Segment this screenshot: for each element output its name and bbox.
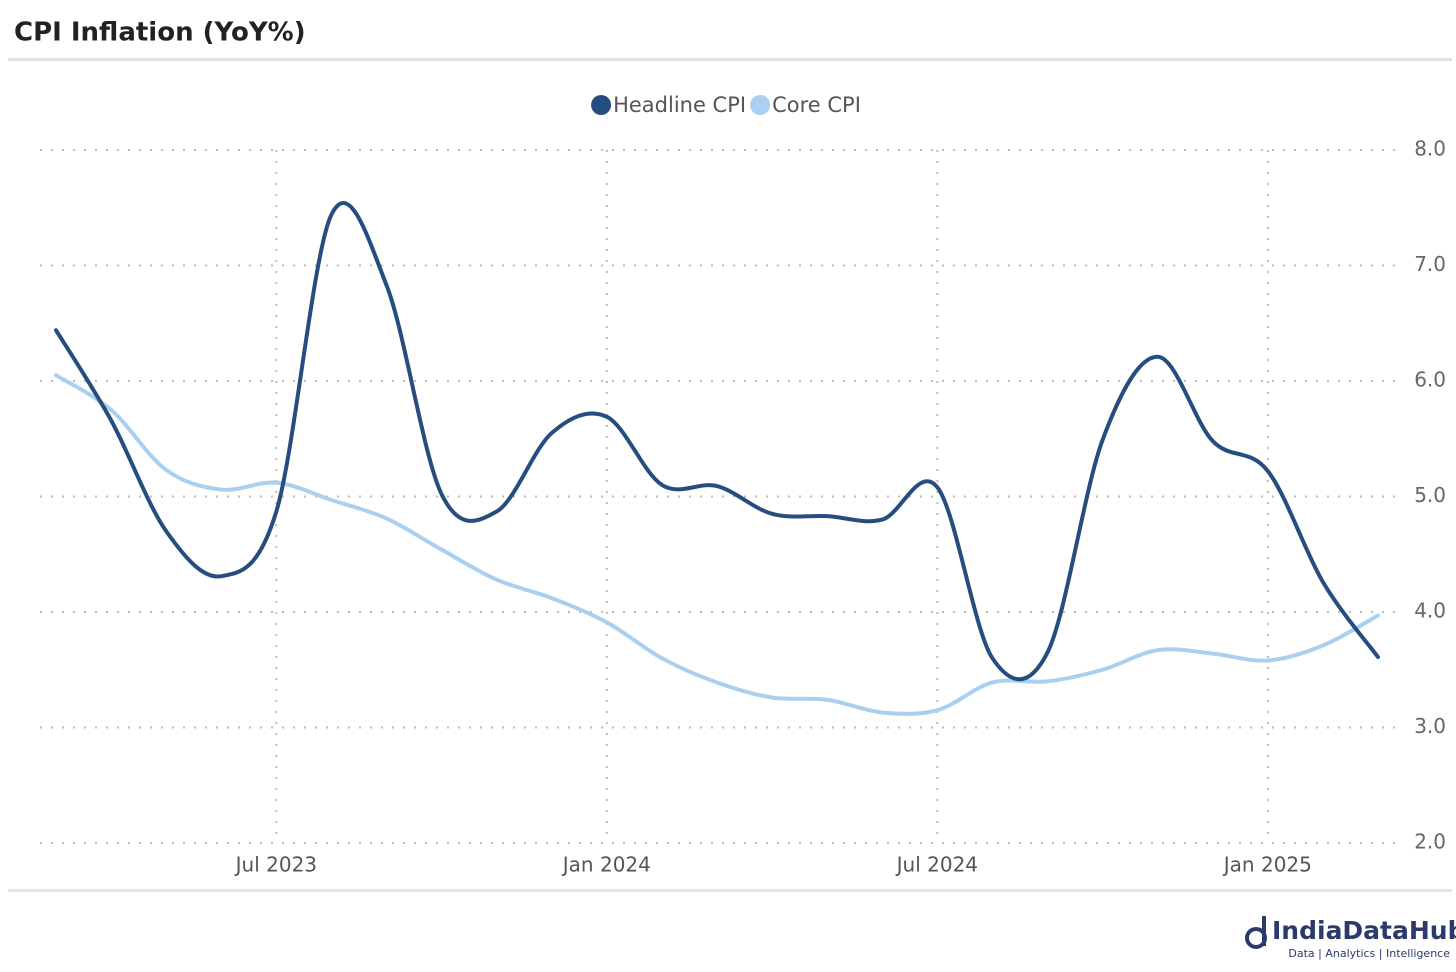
y-tick-label: 3.0: [1414, 714, 1446, 738]
legend-label: Core CPI: [772, 93, 861, 117]
y-tick-label: 4.0: [1414, 599, 1446, 623]
legend: Headline CPI Core CPI: [591, 93, 861, 117]
y-tick-label: 7.0: [1414, 252, 1446, 276]
x-tick-label: Jan 2025: [1222, 853, 1312, 877]
y-tick-label: 2.0: [1414, 830, 1446, 854]
chart-title: CPI Inflation (YoY%): [14, 18, 306, 48]
line: [54, 201, 1380, 682]
bottom-rule: [8, 889, 1452, 892]
x-tick-label: Jul 2024: [895, 853, 978, 877]
logo: IndiaDataHub Data | Analytics | Intellig…: [1245, 916, 1456, 960]
top-rule: [8, 58, 1452, 61]
x-tick-label: Jan 2024: [561, 853, 651, 877]
legend-marker: [750, 95, 771, 115]
brand-tagline: Data | Analytics | Intelligence: [1288, 947, 1450, 960]
legend-label: Headline CPI: [613, 93, 746, 117]
legend-marker: [591, 95, 612, 115]
y-tick-label: 6.0: [1414, 368, 1446, 392]
brand-name: IndiaDataHub: [1272, 916, 1456, 945]
line: [54, 373, 1380, 716]
y-tick-label: 5.0: [1414, 483, 1446, 507]
y-tick-label: 8.0: [1414, 137, 1446, 161]
x-tick-label: Jul 2023: [234, 853, 317, 877]
